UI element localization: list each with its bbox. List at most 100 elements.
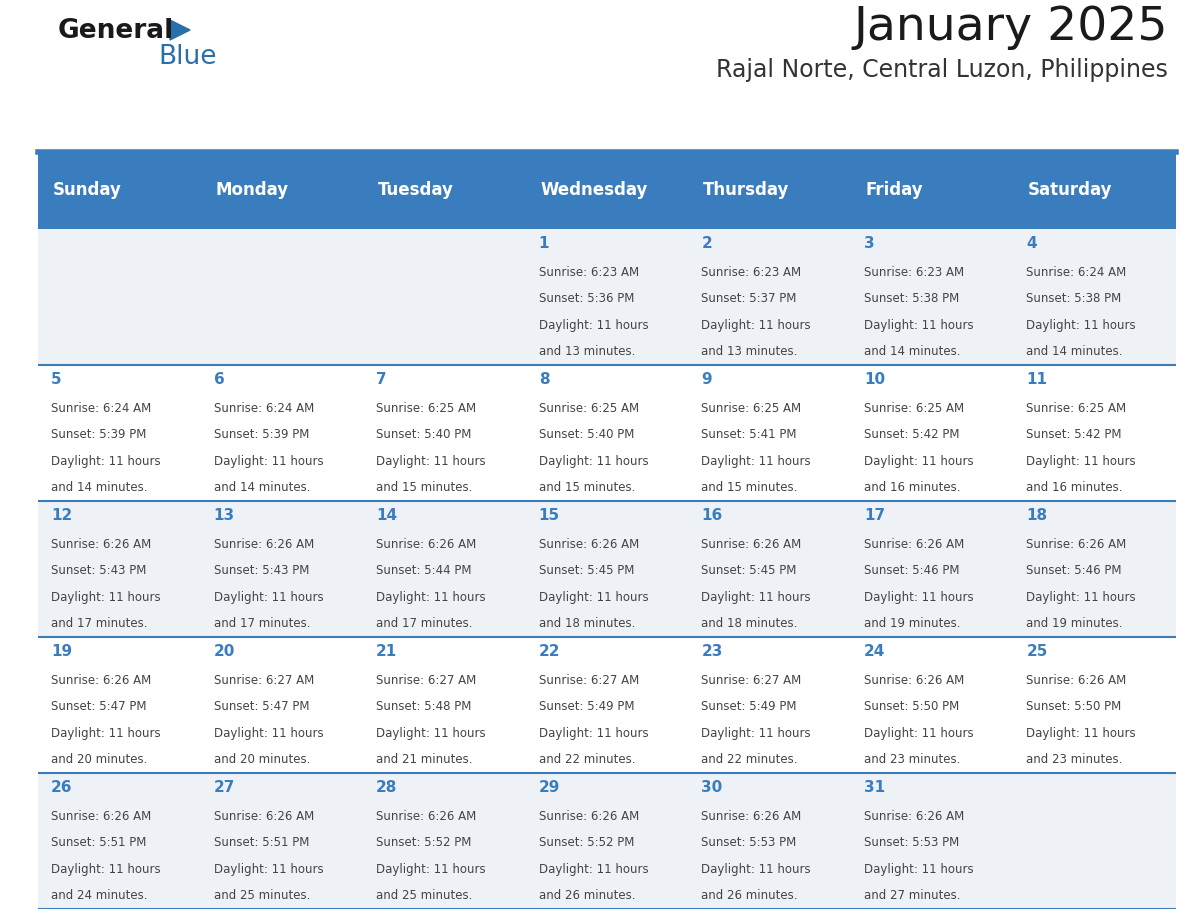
Text: Sunrise: 6:26 AM: Sunrise: 6:26 AM [701, 538, 802, 551]
Text: and 15 minutes.: and 15 minutes. [701, 481, 797, 494]
Text: Sunset: 5:46 PM: Sunset: 5:46 PM [1026, 565, 1121, 577]
Text: and 14 minutes.: and 14 minutes. [51, 481, 147, 494]
Text: Daylight: 11 hours: Daylight: 11 hours [377, 454, 486, 467]
Text: January 2025: January 2025 [853, 5, 1168, 50]
Text: Sunset: 5:41 PM: Sunset: 5:41 PM [701, 428, 797, 442]
Text: Sunset: 5:51 PM: Sunset: 5:51 PM [51, 836, 146, 849]
Text: 19: 19 [51, 644, 72, 659]
Bar [1013, 151, 1176, 229]
Text: 21: 21 [377, 644, 398, 659]
Text: 25: 25 [1026, 644, 1048, 659]
Text: Daylight: 11 hours: Daylight: 11 hours [701, 727, 811, 740]
Text: Sunrise: 6:26 AM: Sunrise: 6:26 AM [864, 538, 965, 551]
Text: Sunset: 5:44 PM: Sunset: 5:44 PM [377, 565, 472, 577]
Text: and 27 minutes.: and 27 minutes. [864, 890, 960, 902]
Text: and 23 minutes.: and 23 minutes. [864, 753, 960, 767]
Text: Sunrise: 6:26 AM: Sunrise: 6:26 AM [538, 538, 639, 551]
Text: Sunrise: 6:24 AM: Sunrise: 6:24 AM [51, 401, 151, 415]
Text: Sunrise: 6:25 AM: Sunrise: 6:25 AM [701, 401, 802, 415]
Text: 7: 7 [377, 373, 387, 387]
Text: and 23 minutes.: and 23 minutes. [1026, 753, 1123, 767]
Text: Daylight: 11 hours: Daylight: 11 hours [538, 590, 649, 604]
Text: 16: 16 [701, 509, 722, 523]
Text: Sunrise: 6:27 AM: Sunrise: 6:27 AM [377, 674, 476, 687]
Text: 31: 31 [864, 780, 885, 795]
Text: Daylight: 11 hours: Daylight: 11 hours [214, 727, 323, 740]
Text: Sunset: 5:49 PM: Sunset: 5:49 PM [538, 700, 634, 713]
Text: 28: 28 [377, 780, 398, 795]
Text: Sunrise: 6:25 AM: Sunrise: 6:25 AM [864, 401, 963, 415]
Text: Sunrise: 6:26 AM: Sunrise: 6:26 AM [51, 674, 151, 687]
Text: Sunset: 5:39 PM: Sunset: 5:39 PM [214, 428, 309, 442]
Text: 27: 27 [214, 780, 235, 795]
Text: 2: 2 [701, 236, 712, 252]
Text: Daylight: 11 hours: Daylight: 11 hours [377, 590, 486, 604]
Text: Daylight: 11 hours: Daylight: 11 hours [214, 590, 323, 604]
Text: Daylight: 11 hours: Daylight: 11 hours [538, 454, 649, 467]
Text: and 25 minutes.: and 25 minutes. [214, 890, 310, 902]
Text: Daylight: 11 hours: Daylight: 11 hours [701, 863, 811, 876]
Text: and 17 minutes.: and 17 minutes. [377, 617, 473, 630]
Text: and 21 minutes.: and 21 minutes. [377, 753, 473, 767]
Text: Sunset: 5:47 PM: Sunset: 5:47 PM [51, 700, 146, 713]
Text: and 20 minutes.: and 20 minutes. [214, 753, 310, 767]
Text: Sunset: 5:37 PM: Sunset: 5:37 PM [701, 292, 797, 305]
Text: 29: 29 [538, 780, 560, 795]
Text: Sunset: 5:50 PM: Sunset: 5:50 PM [864, 700, 959, 713]
Text: Sunset: 5:46 PM: Sunset: 5:46 PM [864, 565, 960, 577]
Text: Sunset: 5:47 PM: Sunset: 5:47 PM [214, 700, 309, 713]
Text: Thursday: Thursday [703, 181, 789, 198]
Text: 22: 22 [538, 644, 561, 659]
Text: Daylight: 11 hours: Daylight: 11 hours [214, 863, 323, 876]
Text: Daylight: 11 hours: Daylight: 11 hours [864, 590, 973, 604]
Text: Sunset: 5:42 PM: Sunset: 5:42 PM [1026, 428, 1121, 442]
Text: 17: 17 [864, 509, 885, 523]
Text: Sunset: 5:53 PM: Sunset: 5:53 PM [864, 836, 959, 849]
Text: and 15 minutes.: and 15 minutes. [377, 481, 473, 494]
Text: Daylight: 11 hours: Daylight: 11 hours [538, 727, 649, 740]
Text: Daylight: 11 hours: Daylight: 11 hours [701, 590, 811, 604]
Text: Sunset: 5:49 PM: Sunset: 5:49 PM [701, 700, 797, 713]
Bar [688, 151, 851, 229]
Text: Sunrise: 6:23 AM: Sunrise: 6:23 AM [538, 265, 639, 278]
Text: 14: 14 [377, 509, 397, 523]
Polygon shape [170, 20, 190, 40]
Text: Sunset: 5:40 PM: Sunset: 5:40 PM [377, 428, 472, 442]
Text: Sunrise: 6:26 AM: Sunrise: 6:26 AM [1026, 674, 1126, 687]
Text: Daylight: 11 hours: Daylight: 11 hours [864, 454, 973, 467]
Text: 26: 26 [51, 780, 72, 795]
Text: Sunset: 5:36 PM: Sunset: 5:36 PM [538, 292, 634, 305]
Text: 23: 23 [701, 644, 722, 659]
Text: and 14 minutes.: and 14 minutes. [214, 481, 310, 494]
Text: and 19 minutes.: and 19 minutes. [1026, 617, 1123, 630]
Text: General: General [58, 18, 175, 44]
Text: Sunrise: 6:23 AM: Sunrise: 6:23 AM [701, 265, 802, 278]
Text: Sunset: 5:50 PM: Sunset: 5:50 PM [1026, 700, 1121, 713]
Text: Sunset: 5:43 PM: Sunset: 5:43 PM [214, 565, 309, 577]
Text: Sunset: 5:40 PM: Sunset: 5:40 PM [538, 428, 634, 442]
Bar [201, 151, 364, 229]
Text: Sunset: 5:45 PM: Sunset: 5:45 PM [701, 565, 797, 577]
Text: Sunrise: 6:26 AM: Sunrise: 6:26 AM [214, 538, 314, 551]
Text: and 26 minutes.: and 26 minutes. [538, 890, 636, 902]
Text: and 25 minutes.: and 25 minutes. [377, 890, 473, 902]
Text: Sunrise: 6:23 AM: Sunrise: 6:23 AM [864, 265, 963, 278]
Text: and 15 minutes.: and 15 minutes. [538, 481, 636, 494]
Text: Daylight: 11 hours: Daylight: 11 hours [1026, 319, 1136, 331]
Bar [38, 637, 1176, 773]
Text: Sunrise: 6:27 AM: Sunrise: 6:27 AM [701, 674, 802, 687]
Text: and 22 minutes.: and 22 minutes. [538, 753, 636, 767]
Text: Sunrise: 6:24 AM: Sunrise: 6:24 AM [214, 401, 314, 415]
Text: Wednesday: Wednesday [541, 181, 647, 198]
Text: and 17 minutes.: and 17 minutes. [51, 617, 147, 630]
Text: 9: 9 [701, 373, 712, 387]
Text: 6: 6 [214, 373, 225, 387]
Text: Sunrise: 6:24 AM: Sunrise: 6:24 AM [1026, 265, 1126, 278]
Text: 20: 20 [214, 644, 235, 659]
Text: Daylight: 11 hours: Daylight: 11 hours [1026, 727, 1136, 740]
Bar [364, 151, 526, 229]
Text: Daylight: 11 hours: Daylight: 11 hours [864, 727, 973, 740]
Text: Daylight: 11 hours: Daylight: 11 hours [51, 863, 160, 876]
Text: Sunrise: 6:26 AM: Sunrise: 6:26 AM [51, 538, 151, 551]
Bar [38, 229, 1176, 364]
